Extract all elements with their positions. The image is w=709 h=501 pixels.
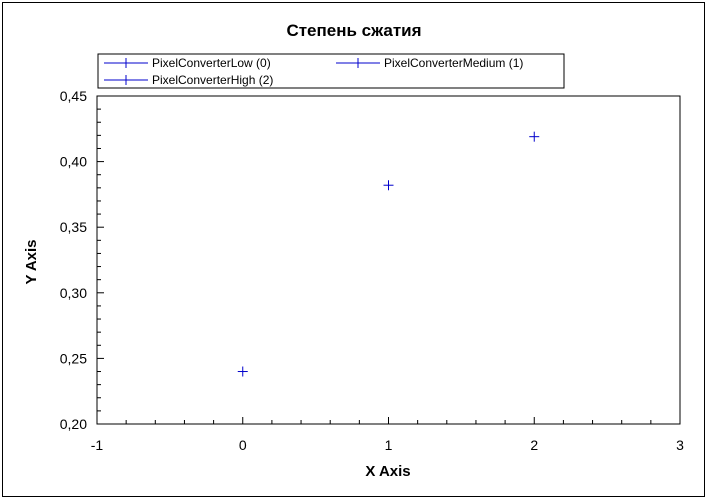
y-tick-label: 0,45: [60, 88, 87, 104]
data-points: [237, 131, 540, 377]
y-tick-label: 0,20: [60, 416, 87, 432]
y-tick-label: 0,25: [60, 350, 87, 366]
x-tick-label: 3: [676, 437, 684, 453]
legend-label: PixelConverterHigh (2): [152, 73, 273, 87]
x-tick-label: 0: [239, 437, 247, 453]
y-tick-label: 0,40: [60, 154, 87, 170]
data-point-0: [237, 366, 248, 377]
plot-area: [96, 95, 681, 425]
legend-entry-2: PixelConverterHigh (2): [104, 73, 273, 87]
legend-entry-1: PixelConverterMedium (1): [336, 56, 523, 70]
y-tick-label: 0,35: [60, 219, 87, 235]
legend: PixelConverterLow (0) PixelConverterMediu…: [97, 53, 565, 89]
legend-label: PixelConverterLow (0): [152, 56, 271, 70]
y-axis-title: Y Axis: [23, 239, 40, 284]
legend-label: PixelConverterMedium (1): [384, 56, 523, 70]
y-tick-label: 0,30: [60, 285, 87, 301]
x-tick-label: 2: [530, 437, 538, 453]
legend-entry-0: PixelConverterLow (0): [104, 56, 271, 70]
y-axis: 0,20 0,25 0,30 0,35 0,40 0,45: [60, 88, 104, 432]
chart-title: Степень сжатия: [286, 21, 421, 40]
x-axis: -1 0 1 2 3: [91, 417, 684, 453]
data-point-2: [529, 131, 540, 142]
x-tick-label: 1: [385, 437, 393, 453]
legend-box: [97, 53, 565, 89]
data-point-1: [383, 180, 394, 191]
x-axis-title: X Axis: [365, 463, 410, 480]
x-tick-label: -1: [91, 437, 104, 453]
